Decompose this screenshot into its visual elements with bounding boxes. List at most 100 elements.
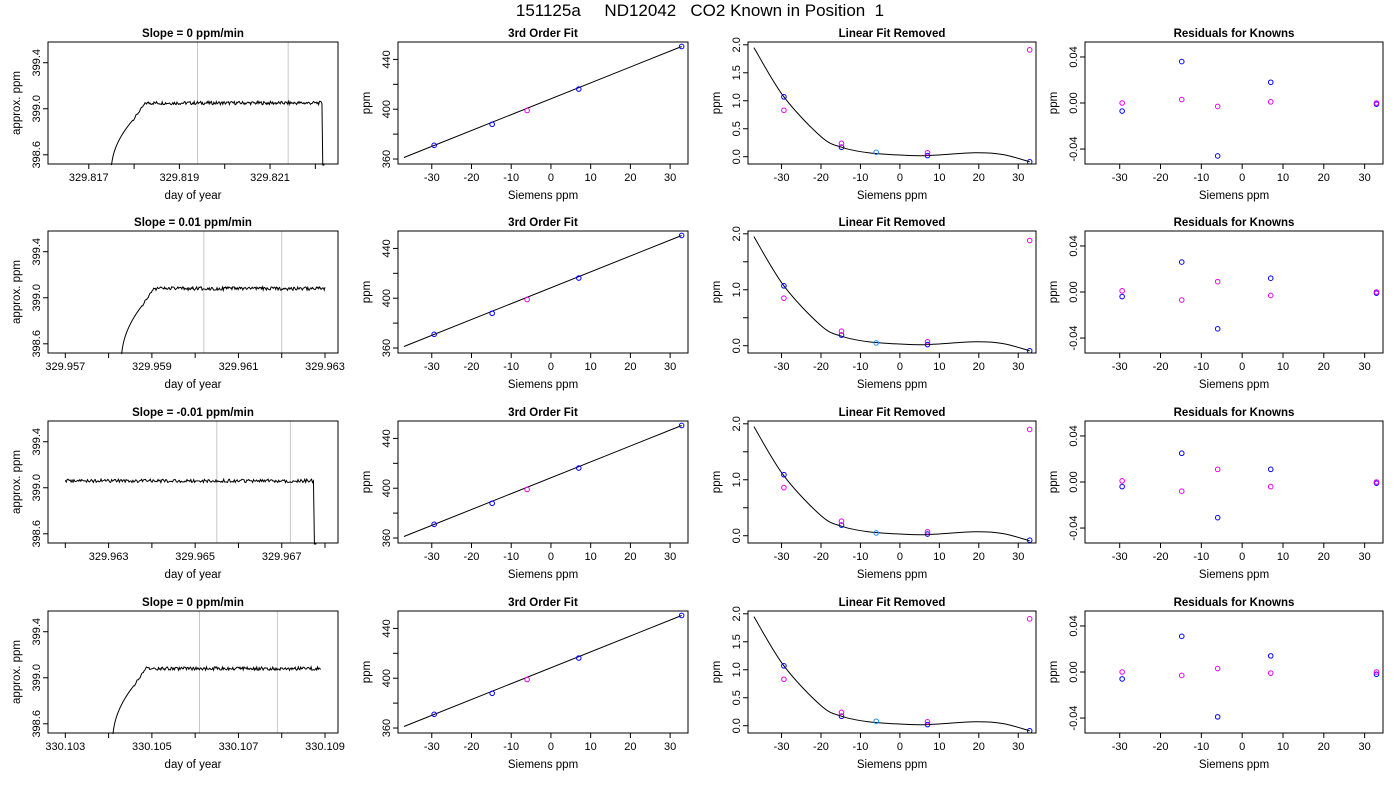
x-tick-label: -10 <box>503 551 519 563</box>
y-tick-label: 360 <box>381 529 393 547</box>
plot-frame <box>47 420 339 544</box>
data-point <box>1267 466 1274 473</box>
y-tick-label: -0.04 <box>1068 515 1080 540</box>
chart-panel-r1-c3: Linear Fit Removed -30 -20 -10 0 10 20 30 0.0 0.5… <box>711 28 1037 202</box>
x-tick-label: 10 <box>585 172 597 184</box>
data-point <box>575 465 582 471</box>
x-tick-label: 330.105 <box>132 741 172 753</box>
data-point <box>1214 714 1221 720</box>
y-tick-label: 2.0 <box>731 606 743 621</box>
x-tick-label: 30 <box>1012 172 1024 184</box>
x-tick-label: 10 <box>585 741 597 753</box>
data-point <box>1178 450 1185 457</box>
plot-frame <box>747 41 1037 165</box>
data-point <box>431 521 437 528</box>
y-axis-label: ppm <box>1048 92 1060 114</box>
y-tick-label: 0.00 <box>1068 92 1080 113</box>
y-tick-label: 1.0 <box>731 662 743 677</box>
x-tick-label: 0 <box>897 741 903 753</box>
x-tick-label: 20 <box>973 172 985 184</box>
data-point <box>1119 293 1125 300</box>
x-tick-label: 20 <box>1318 361 1330 373</box>
y-tick-label: -0.04 <box>1068 325 1080 350</box>
panel-title: Residuals for Knowns <box>1174 597 1295 609</box>
x-tick-label: -30 <box>424 172 440 184</box>
plot-frame <box>1084 41 1384 165</box>
data-point <box>924 529 931 535</box>
data-point <box>873 149 880 156</box>
x-tick-label: -30 <box>1112 172 1128 184</box>
y-tick-label: 0.04 <box>1068 235 1080 256</box>
data-point <box>489 500 495 507</box>
x-axis-label: day of year <box>165 759 222 771</box>
x-tick-label: 10 <box>585 551 597 563</box>
x-tick-label: 0 <box>548 172 554 184</box>
x-axis-label: Siemens ppm <box>508 379 578 391</box>
x-tick-label: -20 <box>1153 361 1169 373</box>
x-tick-label: 30 <box>664 361 676 373</box>
x-tick-label: 329.965 <box>175 551 215 563</box>
y-tick-label: 0.00 <box>1068 471 1080 492</box>
x-axis-label: Siemens ppm <box>857 190 927 202</box>
x-tick-label: 30 <box>664 172 676 184</box>
data-point <box>838 709 845 716</box>
chart-panel-r3-c4: Residuals for Knowns -30 -20 -10 0 10 20 30 -0.0… <box>1048 407 1384 581</box>
panel-title: Slope = 0 ppm/min <box>142 28 244 40</box>
y-axis-label: ppm <box>711 92 723 114</box>
plot-frame <box>47 230 339 354</box>
x-tick-label: 20 <box>1318 551 1330 563</box>
data-point <box>873 718 880 725</box>
data-point <box>1178 259 1185 265</box>
plot-frame <box>397 420 689 544</box>
x-tick-label: 10 <box>933 172 945 184</box>
data-point <box>1214 665 1221 672</box>
chart-panel-r2-c4: Residuals for Knowns -30 -20 -10 0 10 20 30 -0.0… <box>1048 217 1384 391</box>
data-point <box>873 530 880 536</box>
y-tick-label: 0.04 <box>1068 46 1080 67</box>
concentration-trace <box>110 99 325 166</box>
y-axis-label: ppm <box>711 281 723 303</box>
x-axis-label: Siemens ppm <box>508 569 578 581</box>
x-tick-label: -10 <box>852 741 868 753</box>
data-point <box>1178 96 1185 103</box>
data-point <box>781 94 787 100</box>
data-point <box>781 107 787 114</box>
y-axis-label: ppm <box>361 281 373 303</box>
x-tick-label: 30 <box>1359 172 1371 184</box>
x-tick-label: 10 <box>585 361 597 373</box>
data-point <box>1178 488 1185 495</box>
x-tick-label: -10 <box>852 361 868 373</box>
x-tick-label: 20 <box>973 361 985 373</box>
panel-title: 3rd Order Fit <box>508 217 578 229</box>
x-axis-label: Siemens ppm <box>508 190 578 202</box>
chart-panel-r4-c3: Linear Fit Removed -30 -20 -10 0 10 20 30 0.0 0.5… <box>711 597 1037 771</box>
data-point <box>924 152 931 159</box>
data-point <box>1026 616 1033 622</box>
y-tick-label: 1.5 <box>731 634 743 649</box>
x-tick-label: -20 <box>464 172 480 184</box>
data-point <box>1373 671 1380 678</box>
y-tick-label: 0.00 <box>1068 661 1080 682</box>
data-point <box>924 531 931 537</box>
x-tick-label: 329.959 <box>132 361 172 373</box>
data-point <box>1373 100 1380 106</box>
data-point <box>1214 514 1221 521</box>
panel-title: Linear Fit Removed <box>839 217 946 229</box>
x-tick-label: -10 <box>852 172 868 184</box>
x-tick-label: 330.103 <box>45 741 85 753</box>
x-tick-label: 0 <box>548 361 554 373</box>
y-axis-label: ppm <box>361 92 373 114</box>
y-axis-label: ppm <box>361 471 373 493</box>
x-tick-label: 30 <box>1012 741 1024 753</box>
y-tick-label: -0.04 <box>1068 705 1080 730</box>
x-tick-label: 329.961 <box>219 361 259 373</box>
data-point <box>924 719 931 725</box>
fit-line <box>403 46 682 158</box>
figure-title: 151125a ND12042 CO2 Known in Position 1 <box>515 1 885 20</box>
fit-line <box>403 615 682 727</box>
x-tick-label: -30 <box>774 361 790 373</box>
fit-line <box>403 425 682 537</box>
y-tick-label: 398.6 <box>31 141 43 169</box>
y-tick-label: 1.0 <box>731 472 743 487</box>
x-tick-label: 329.819 <box>160 172 200 184</box>
